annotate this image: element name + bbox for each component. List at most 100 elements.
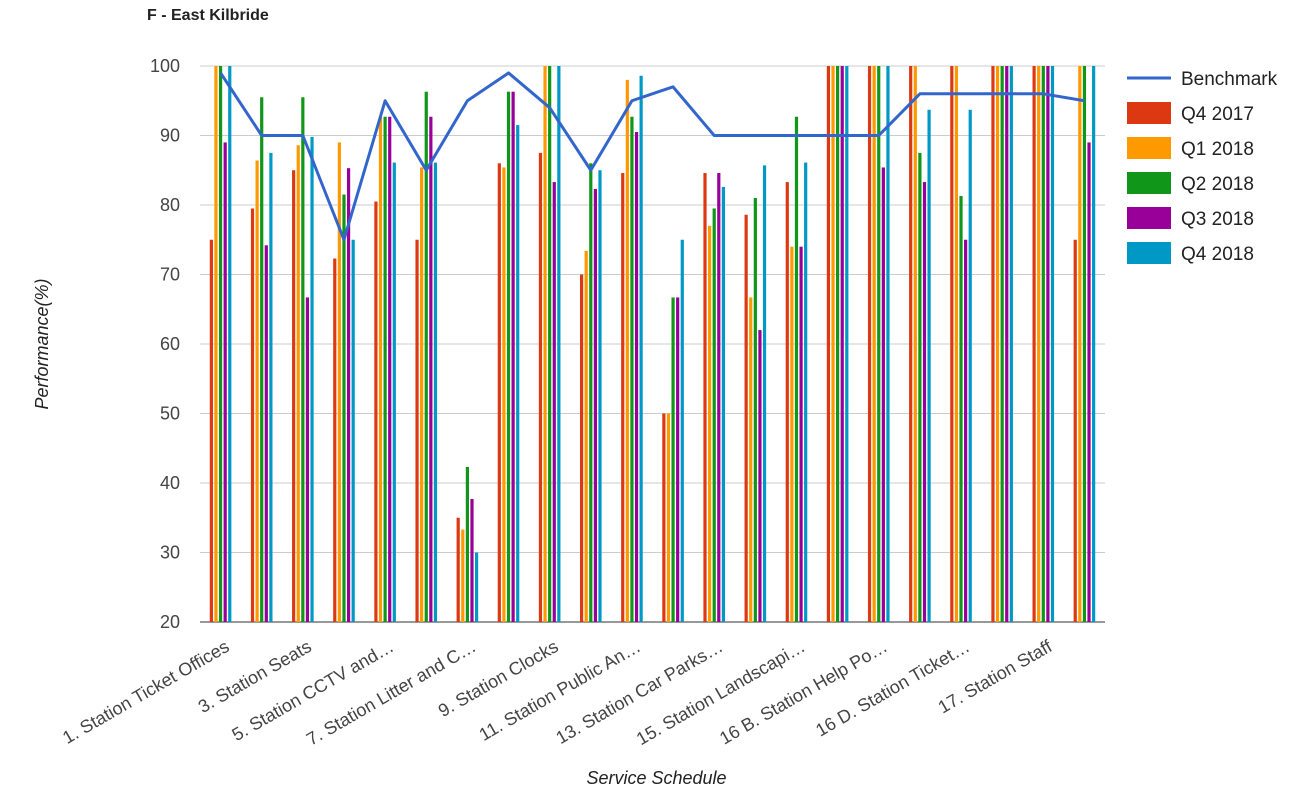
bar (826, 66, 831, 622)
bar (461, 529, 465, 622)
bar (516, 125, 520, 622)
bar (543, 66, 547, 622)
bars (209, 66, 1096, 623)
legend-label: Q1 2018 (1181, 139, 1254, 160)
bar (593, 189, 597, 622)
bar (552, 182, 556, 622)
bar (260, 97, 264, 622)
bar (1073, 239, 1077, 622)
gridlines (200, 65, 1105, 623)
bar (991, 66, 995, 622)
bar (680, 239, 684, 622)
bar (310, 136, 314, 622)
bar (1009, 66, 1013, 622)
bar (250, 208, 255, 622)
bar (506, 91, 511, 623)
bar (744, 214, 748, 623)
bar (708, 225, 712, 622)
bar (388, 116, 392, 623)
bar (950, 66, 954, 622)
legend-swatch (1127, 137, 1171, 159)
bar (337, 142, 341, 622)
legend-item: Q4 2018 (1127, 242, 1254, 265)
legend-item: Q1 2018 (1127, 137, 1254, 160)
bar (676, 297, 680, 622)
bar (790, 246, 794, 622)
bar (296, 145, 300, 623)
legend-item: Q2 2018 (1127, 172, 1254, 195)
bar (223, 142, 227, 622)
bar (703, 173, 707, 622)
bar (424, 91, 428, 623)
bar (662, 413, 666, 622)
legend-label: Q3 2018 (1181, 209, 1254, 230)
bar (1087, 142, 1091, 622)
bar (589, 163, 593, 623)
bar (927, 109, 931, 622)
bar (415, 239, 419, 622)
bar (456, 517, 460, 622)
bar (511, 91, 515, 623)
bar (959, 195, 963, 622)
legend-item-benchmark: Benchmark (1127, 69, 1278, 90)
bar (269, 152, 273, 622)
bar (538, 152, 543, 622)
bar (465, 467, 469, 622)
bar (918, 152, 922, 622)
bar (836, 66, 840, 622)
bar (804, 162, 808, 623)
bar (214, 66, 218, 622)
bar (1037, 66, 1041, 622)
bar (845, 66, 849, 622)
bar (630, 116, 634, 623)
bar (922, 182, 927, 622)
bar (1000, 66, 1004, 622)
benchmark-line-layer (219, 71, 1085, 242)
bar (954, 66, 959, 622)
bar (433, 162, 438, 623)
y-axis-title: Performance(%) (32, 278, 52, 409)
y-axis-ticks: 20 30 40 50 60 70 80 90 100 (150, 56, 180, 632)
legend-label: Q4 2018 (1181, 244, 1254, 265)
bar (671, 297, 675, 622)
bar (474, 552, 479, 622)
bar (264, 245, 268, 622)
bar (378, 116, 383, 623)
bar (881, 167, 885, 622)
y-tick-label: 100 (150, 56, 180, 76)
legend-swatch (1127, 172, 1171, 194)
y-tick-label: 30 (160, 543, 180, 563)
bar (333, 258, 337, 622)
bar (374, 201, 378, 622)
bar (964, 239, 968, 622)
legend-item: Q3 2018 (1127, 207, 1254, 230)
bar (785, 182, 789, 622)
legend-swatch (1127, 207, 1171, 229)
bar (995, 66, 1000, 622)
bar (840, 66, 844, 622)
bar (1082, 66, 1087, 622)
y-tick-label: 20 (160, 612, 180, 632)
bar (717, 173, 721, 622)
bar (712, 208, 716, 622)
legend-label: Benchmark (1181, 69, 1278, 90)
legend-swatch (1127, 242, 1171, 264)
bar (1078, 66, 1082, 622)
benchmark-line (219, 71, 1085, 242)
y-tick-label: 40 (160, 473, 180, 493)
legend: Benchmark Q4 2017 Q1 2018 Q2 2018 Q3 2018 Q4 … (1127, 69, 1278, 265)
legend-item: Q4 2017 (1127, 102, 1254, 125)
bar (420, 167, 424, 622)
legend-swatch (1127, 102, 1171, 124)
bar (228, 66, 232, 622)
bar (753, 198, 757, 623)
bar (346, 168, 351, 623)
bar (762, 165, 767, 622)
bar (758, 330, 762, 622)
bar (886, 66, 890, 622)
bar (383, 116, 387, 623)
bar (794, 116, 799, 623)
bar (909, 66, 913, 622)
